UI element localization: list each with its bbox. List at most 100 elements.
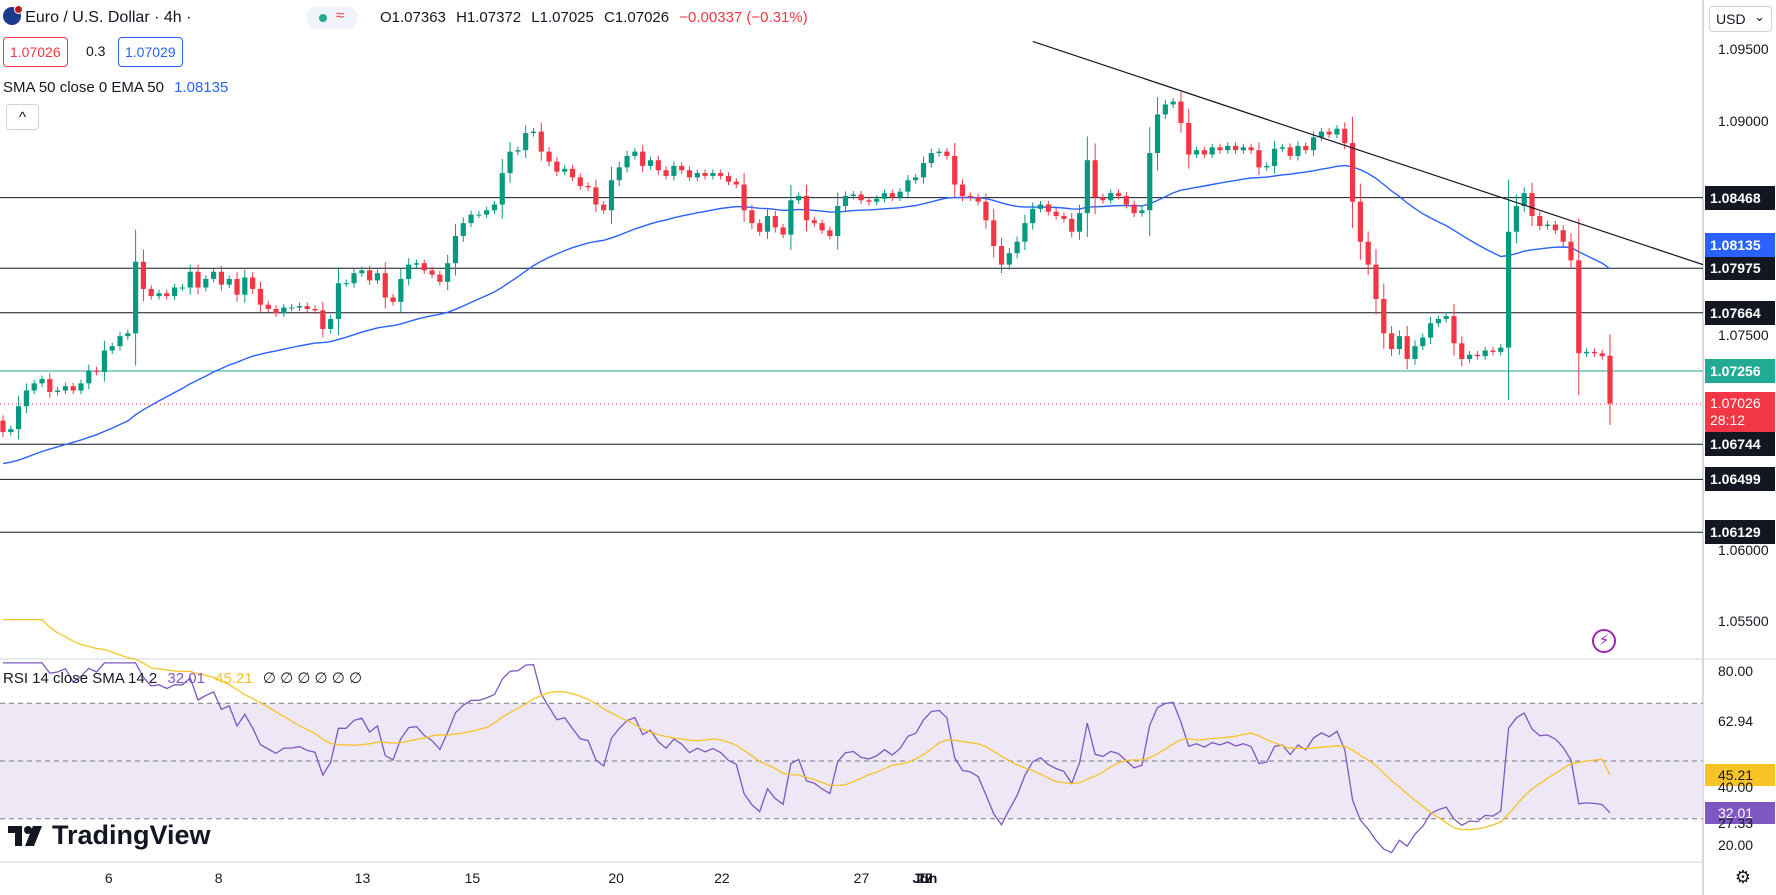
candle [928,153,934,164]
candle [1318,131,1324,138]
candle [523,133,529,151]
collapse-legend-button[interactable]: ^ [6,104,39,130]
candle [1451,316,1457,344]
rsi-label: RSI 14 close SMA 14 2 [3,670,158,687]
candle [1076,213,1083,232]
candle [1560,230,1566,242]
candle [811,220,817,224]
candle [1365,241,1371,265]
candle [842,195,849,206]
candle [296,306,303,308]
level-label-1.06129: 1.06129 [1705,520,1775,545]
currency-select[interactable]: USD ⌄ [1709,6,1772,32]
candle [250,277,256,289]
price-tick-1.07500: 1.07500 [1718,327,1769,344]
lightning-icon[interactable]: ⚡ [1592,629,1616,653]
candle [1498,347,1504,352]
candle [281,307,287,314]
candle [1295,145,1301,156]
sell-price-button[interactable]: 1.07026 [3,37,68,67]
candle [569,168,576,178]
symbol-title: Euro / U.S. Dollar · 4h · [25,9,192,26]
symbol-header[interactable]: Euro / U.S. Dollar · 4h · [3,5,192,27]
candle [0,420,6,432]
time-tick-22: 22 [714,870,730,886]
candle [70,386,76,391]
ohlc-close: C1.07026 [604,9,670,26]
candle [320,310,326,329]
candle [1607,355,1613,404]
candle [827,230,833,237]
rsi-panel [0,618,1703,854]
level-label-1.07256: 1.07256 [1705,359,1775,384]
candle [312,308,318,311]
candle [983,201,989,221]
candle [1521,193,1527,206]
candle [663,170,669,176]
settings-gear-icon[interactable]: ⚙ [1734,867,1752,887]
candle [257,288,264,305]
bar-countdown: 28:12 [1710,411,1746,428]
candle [1591,351,1597,354]
candle [1178,101,1184,124]
ma-indicator-legend[interactable]: SMA 50 close 0 EMA 50 1.08135 [3,79,228,96]
candle [640,151,646,166]
candle [577,177,583,186]
candle [1420,337,1426,347]
candle [1342,128,1348,144]
buy-price-button[interactable]: 1.07029 [118,37,183,67]
tradingview-logo-text: TradingView [52,820,211,850]
spread-value: 0.3 [86,43,106,59]
candle [94,370,100,372]
candle [1069,218,1075,232]
time-tick-17: 17 [917,870,933,886]
candle [23,390,30,407]
market-status[interactable]: ≈ [306,7,358,29]
candle [484,210,490,215]
candle [1264,165,1270,168]
time-tick-10: 10 [917,870,933,886]
candle [515,150,521,152]
candle [437,274,443,282]
candle [538,131,544,152]
candle [1474,354,1480,357]
candle [1084,160,1090,214]
candle [1599,353,1605,357]
candle [499,173,505,205]
market-open-dot-icon [319,14,327,22]
candle [655,160,661,171]
candle [39,379,45,384]
price-tick-1.05500: 1.05500 [1718,613,1769,630]
candle [211,271,217,279]
rsi-legend[interactable]: RSI 14 close SMA 14 2 32.01 45.21 ∅ ∅ ∅ … [3,669,362,687]
candle [429,270,435,275]
candle [1209,147,1215,155]
candle [1287,147,1293,156]
tradingview-logo[interactable]: TradingView [8,820,211,851]
candle [1583,351,1590,354]
candle [1357,201,1363,242]
candle [47,379,53,392]
candle [741,184,747,211]
candle [1568,241,1574,261]
candle [374,273,381,281]
candle [226,278,232,285]
candle [936,151,942,154]
candle [1427,323,1434,338]
candle [1232,145,1239,151]
candle [850,194,856,196]
level-label-1.07975: 1.07975 [1705,256,1775,281]
candle [289,307,295,309]
candle [1147,153,1153,211]
ohlc-high: H1.07372 [456,9,522,26]
level-label-1.06499: 1.06499 [1705,467,1775,492]
resistance-trendline [1032,40,1704,266]
candle [195,271,201,288]
candle [413,263,420,265]
rsi-sma-legend-value: 45.21 [215,670,253,687]
candle [679,165,685,171]
candle [733,181,739,185]
candle [125,333,131,337]
candle [164,293,170,297]
